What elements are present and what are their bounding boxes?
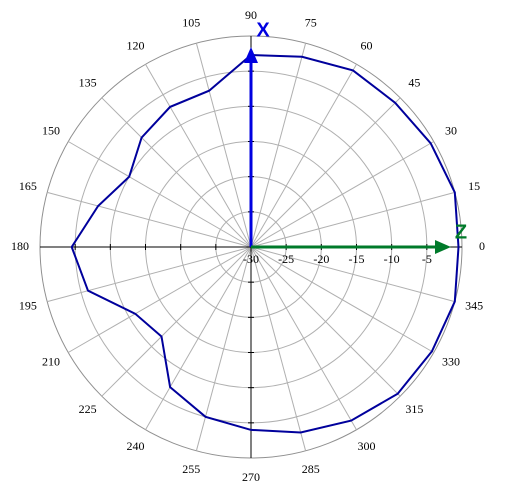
spoke: [101, 246, 252, 397]
angle-label: 165: [19, 179, 37, 193]
angle-label: 225: [79, 402, 97, 416]
angle-label: 60: [361, 39, 373, 53]
r-tick-label: -30: [243, 252, 259, 266]
angle-label: 300: [358, 439, 376, 453]
angle-label: 75: [305, 16, 317, 30]
angle-label: 315: [405, 402, 423, 416]
spoke: [250, 141, 434, 248]
angle-label: 345: [465, 299, 483, 313]
spoke: [145, 246, 252, 430]
r-tick-label: -5: [422, 252, 432, 266]
spoke: [250, 246, 434, 353]
spoke: [47, 246, 252, 303]
spoke: [250, 97, 401, 248]
angle-label: 45: [408, 75, 420, 89]
angle-label: 150: [42, 123, 60, 137]
spoke: [145, 64, 252, 248]
angle-label: 285: [302, 462, 320, 476]
arrow-label: X: [256, 19, 270, 41]
r-tick-label: -10: [384, 252, 400, 266]
angle-label: 330: [442, 354, 460, 368]
angle-label: 270: [242, 470, 260, 484]
pattern-line: [70, 53, 460, 434]
r-tick-label: -20: [313, 252, 329, 266]
angle-label: 30: [445, 123, 457, 137]
arrow-head: [435, 240, 451, 254]
angle-label: 105: [182, 16, 200, 30]
spoke: [250, 43, 307, 248]
angle-label: 210: [42, 354, 60, 368]
spoke: [250, 246, 401, 397]
spoke: [250, 246, 455, 303]
angle-label: 0: [479, 239, 485, 253]
angle-label: 195: [19, 299, 37, 313]
angle-label: 90: [245, 8, 257, 22]
spoke: [101, 97, 252, 248]
angle-label: 180: [11, 239, 29, 253]
spoke: [195, 43, 252, 248]
angle-label: 120: [127, 39, 145, 53]
spoke: [68, 141, 252, 248]
arrow-label: Z: [455, 221, 467, 243]
spoke: [47, 191, 252, 248]
r-tick-label: -25: [278, 252, 294, 266]
r-tick-label: -15: [349, 252, 365, 266]
spoke: [250, 191, 455, 248]
angle-label: 255: [182, 462, 200, 476]
angle-label: 15: [468, 179, 480, 193]
spoke: [250, 246, 307, 451]
spoke: [250, 246, 357, 430]
angle-label: 135: [79, 75, 97, 89]
arrow-head: [244, 47, 258, 63]
angle-label: 240: [127, 439, 145, 453]
spoke: [250, 64, 357, 248]
spoke: [68, 246, 252, 353]
